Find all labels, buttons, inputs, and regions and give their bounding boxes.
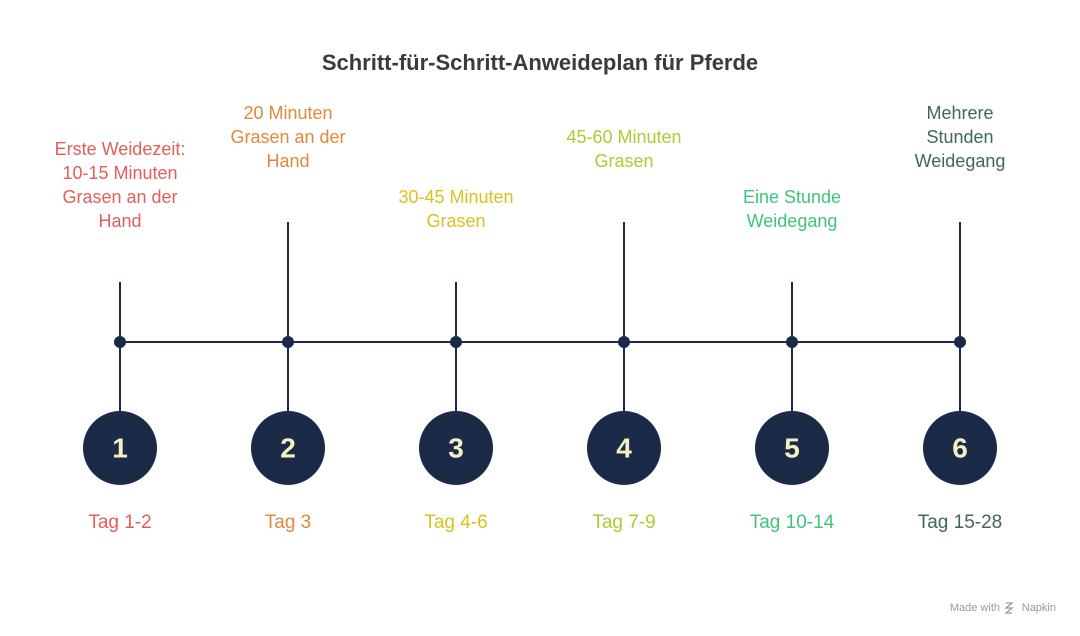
step-day: Tag 4-6 bbox=[424, 512, 487, 533]
step-circle bbox=[923, 411, 997, 485]
step-description: Grasen bbox=[426, 211, 485, 231]
step-description: 45-60 Minuten bbox=[566, 127, 681, 147]
step-description: Grasen an der bbox=[230, 127, 345, 147]
footer: Made with Napkin bbox=[950, 602, 1056, 614]
step-description: Stunden bbox=[926, 127, 993, 147]
timeline-dot bbox=[450, 336, 462, 348]
step-day: Tag 15-28 bbox=[918, 512, 1003, 533]
step-description: Hand bbox=[98, 211, 141, 231]
footer-made-with: Made with bbox=[950, 602, 1000, 614]
step-day: Tag 3 bbox=[265, 512, 311, 533]
step-number: 2 bbox=[280, 432, 296, 463]
step-description: Erste Weidezeit: bbox=[55, 139, 186, 159]
step-circle bbox=[419, 411, 493, 485]
step-description: Grasen bbox=[594, 151, 653, 171]
step-circle bbox=[251, 411, 325, 485]
step-day: Tag 10-14 bbox=[750, 512, 835, 533]
step-description: Grasen an der bbox=[62, 187, 177, 207]
step-description: Mehrere bbox=[926, 103, 993, 123]
step-description: 30-45 Minuten bbox=[398, 187, 513, 207]
step-description: Hand bbox=[266, 151, 309, 171]
step-circle bbox=[755, 411, 829, 485]
timeline-dot bbox=[618, 336, 630, 348]
step-number: 5 bbox=[784, 432, 800, 463]
timeline-dot bbox=[282, 336, 294, 348]
napkin-icon bbox=[1004, 602, 1014, 614]
step-number: 4 bbox=[616, 432, 632, 463]
title: Schritt-für-Schritt-Anweideplan für Pfer… bbox=[322, 50, 758, 75]
timeline-dot bbox=[954, 336, 966, 348]
step-description: Weidegang bbox=[747, 211, 838, 231]
footer-brand: Napkin bbox=[1022, 602, 1056, 614]
timeline-dot bbox=[114, 336, 126, 348]
step-day: Tag 1-2 bbox=[88, 512, 151, 533]
step-day: Tag 7-9 bbox=[592, 512, 655, 533]
step-circle bbox=[83, 411, 157, 485]
step-description: Eine Stunde bbox=[743, 187, 841, 207]
step-number: 6 bbox=[952, 432, 968, 463]
step-circle bbox=[587, 411, 661, 485]
timeline-dot bbox=[786, 336, 798, 348]
step-number: 3 bbox=[448, 432, 464, 463]
step-description: 10-15 Minuten bbox=[62, 163, 177, 183]
step-description: Weidegang bbox=[915, 151, 1006, 171]
step-number: 1 bbox=[112, 432, 128, 463]
step-description: 20 Minuten bbox=[243, 103, 332, 123]
